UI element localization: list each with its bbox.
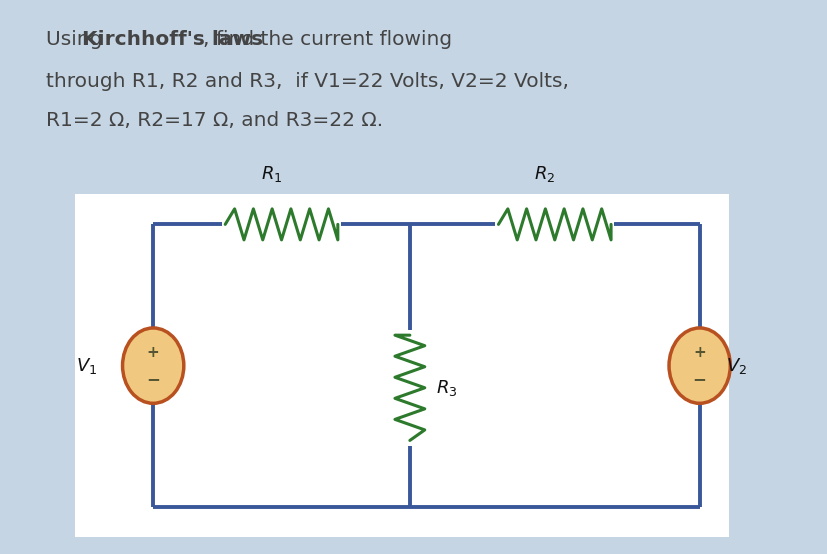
Text: −: − bbox=[692, 370, 705, 388]
Ellipse shape bbox=[668, 328, 729, 403]
Text: +: + bbox=[146, 345, 160, 360]
Text: , find the current flowing: , find the current flowing bbox=[203, 30, 452, 49]
Text: through R1, R2 and R3,  if V1=22 Volts, V2=2 Volts,: through R1, R2 and R3, if V1=22 Volts, V… bbox=[45, 72, 568, 91]
Text: $R_3$: $R_3$ bbox=[436, 378, 457, 398]
Bar bbox=[74, 194, 728, 537]
Text: $R_1$: $R_1$ bbox=[261, 165, 282, 184]
Text: $R_2$: $R_2$ bbox=[533, 165, 555, 184]
Text: Using: Using bbox=[45, 30, 108, 49]
Text: Kirchhoff's laws: Kirchhoff's laws bbox=[82, 30, 263, 49]
Text: $V_2$: $V_2$ bbox=[725, 356, 746, 376]
Text: $V_1$: $V_1$ bbox=[75, 356, 97, 376]
Ellipse shape bbox=[122, 328, 184, 403]
Text: −: − bbox=[146, 370, 160, 388]
Text: +: + bbox=[692, 345, 705, 360]
Text: R1=2 Ω, R2=17 Ω, and R3=22 Ω.: R1=2 Ω, R2=17 Ω, and R3=22 Ω. bbox=[45, 111, 382, 130]
